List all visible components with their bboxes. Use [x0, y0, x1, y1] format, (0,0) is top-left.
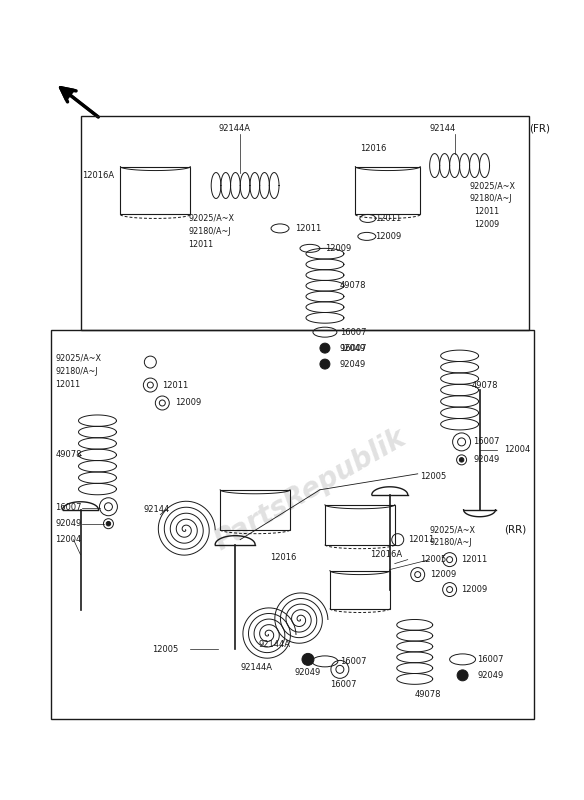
Text: 12011: 12011 [375, 214, 401, 223]
Text: 12009: 12009 [475, 220, 500, 229]
Circle shape [457, 670, 468, 681]
Text: 12016A: 12016A [370, 550, 402, 559]
Text: 12009: 12009 [375, 232, 401, 241]
Text: 16007: 16007 [474, 438, 500, 446]
Text: 92049: 92049 [474, 455, 500, 464]
Bar [325, 505, 395, 545]
Text: 12011: 12011 [475, 207, 500, 216]
Text: 92025/A~X: 92025/A~X [55, 354, 102, 362]
Text: 92025/A~X: 92025/A~X [430, 525, 476, 534]
Bar [120, 166, 190, 214]
Text: 12005: 12005 [420, 472, 446, 482]
Text: 92144: 92144 [143, 506, 169, 514]
Text: 12009: 12009 [325, 244, 351, 253]
Text: 92144: 92144 [430, 124, 456, 133]
Text: 12011: 12011 [461, 555, 487, 564]
Circle shape [460, 458, 464, 462]
Text: 92144A: 92144A [240, 663, 272, 672]
Text: 12005: 12005 [420, 555, 446, 564]
Circle shape [302, 654, 314, 666]
Text: 49078: 49078 [471, 381, 498, 390]
Text: 92180/A~J: 92180/A~J [55, 366, 98, 375]
Text: 92180/A~J: 92180/A~J [430, 538, 472, 547]
Text: 92049: 92049 [340, 359, 366, 369]
Text: 92049: 92049 [55, 519, 82, 528]
Text: 12004: 12004 [505, 446, 531, 454]
Text: 92180/A~J: 92180/A~J [188, 227, 231, 236]
Text: 12011: 12011 [295, 224, 321, 233]
Bar [330, 570, 390, 609]
Text: 12011: 12011 [188, 240, 213, 249]
Text: 49078: 49078 [415, 690, 441, 698]
Text: (RR): (RR) [505, 525, 527, 534]
Text: 16007: 16007 [478, 655, 504, 664]
Text: 12011: 12011 [408, 535, 434, 544]
Text: 16007: 16007 [340, 328, 366, 337]
Circle shape [320, 343, 330, 353]
Text: 12009: 12009 [461, 585, 487, 594]
Text: 92049: 92049 [478, 671, 504, 680]
Text: 16007: 16007 [330, 680, 356, 689]
Text: 12009: 12009 [175, 398, 201, 407]
Text: 12004: 12004 [55, 535, 82, 544]
Text: 16007: 16007 [340, 657, 366, 666]
Text: PartsRepublik: PartsRepublik [209, 423, 411, 556]
Circle shape [320, 359, 330, 369]
Text: (FR): (FR) [530, 124, 551, 134]
Text: 12009: 12009 [430, 570, 456, 579]
Bar [81, 116, 530, 330]
Text: 92144A: 92144A [218, 124, 250, 133]
Text: 12011: 12011 [162, 381, 189, 390]
Text: 49078: 49078 [340, 281, 366, 290]
Bar [51, 330, 534, 719]
Text: 92025/A~X: 92025/A~X [188, 214, 234, 223]
Text: 92049: 92049 [295, 668, 321, 677]
Text: 92025/A~X: 92025/A~X [470, 181, 516, 190]
Text: 92144A: 92144A [258, 640, 290, 649]
Circle shape [106, 522, 111, 526]
Text: 12005: 12005 [152, 645, 179, 654]
Text: 12016: 12016 [360, 144, 386, 153]
Text: 12011: 12011 [55, 379, 81, 389]
Bar [355, 166, 420, 214]
Text: 92049: 92049 [340, 344, 366, 353]
Text: 12016A: 12016A [82, 171, 114, 180]
Text: 16007: 16007 [340, 344, 366, 353]
Text: 92180/A~J: 92180/A~J [470, 194, 512, 203]
Text: 16007: 16007 [55, 503, 82, 512]
Text: 49078: 49078 [55, 450, 82, 459]
Bar [220, 490, 290, 530]
Text: 12016: 12016 [270, 553, 297, 562]
